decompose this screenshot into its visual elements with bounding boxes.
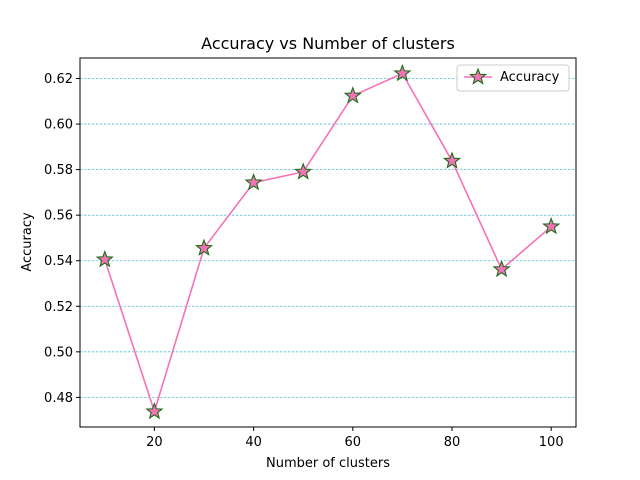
series-line bbox=[104, 72, 552, 413]
legend-marker-holder bbox=[468, 67, 488, 85]
data-point-marker bbox=[244, 173, 263, 191]
y-tick-label: 0.56 bbox=[44, 209, 73, 224]
legend: Accuracy bbox=[456, 64, 570, 92]
data-point-marker bbox=[343, 86, 362, 104]
x-tick-label: 60 bbox=[345, 435, 362, 450]
y-tick-label: 0.60 bbox=[44, 118, 73, 133]
x-tick-label: 80 bbox=[444, 435, 461, 450]
data-point-marker bbox=[542, 217, 561, 235]
data-point-marker bbox=[294, 162, 313, 180]
y-tick-label: 0.58 bbox=[44, 163, 73, 178]
ticks-layer: 0.48 0.50 0.52 0.54 0.56 0.58 0.60 0.62 20 40 60 80… bbox=[44, 72, 564, 450]
plot-frame bbox=[79, 57, 577, 428]
series-layer bbox=[95, 63, 561, 420]
data-point-marker bbox=[95, 250, 114, 268]
x-axis-label: Number of clusters bbox=[266, 456, 390, 471]
y-tick-label: 0.62 bbox=[44, 72, 73, 87]
y-tick-label: 0.52 bbox=[44, 300, 73, 315]
grid-layer bbox=[80, 78, 576, 398]
y-tick-label: 0.50 bbox=[44, 345, 73, 360]
data-point-marker bbox=[492, 259, 511, 278]
data-point-marker bbox=[442, 151, 462, 169]
y-tick-label: 0.48 bbox=[44, 391, 73, 406]
chart-title: Accuracy vs Number of clusters bbox=[201, 34, 455, 53]
data-point-marker bbox=[194, 238, 214, 256]
legend-marker bbox=[468, 67, 488, 85]
legend-entry-label: Accuracy bbox=[500, 70, 560, 85]
x-tick-label: 40 bbox=[245, 435, 262, 450]
legend-box bbox=[456, 64, 570, 92]
y-axis-label: Accuracy bbox=[20, 212, 35, 272]
x-tick-label: 20 bbox=[146, 435, 163, 450]
data-point-marker bbox=[145, 401, 164, 420]
data-point-marker bbox=[393, 63, 412, 82]
x-tick-label: 100 bbox=[539, 435, 564, 450]
y-tick-label: 0.54 bbox=[44, 254, 73, 269]
